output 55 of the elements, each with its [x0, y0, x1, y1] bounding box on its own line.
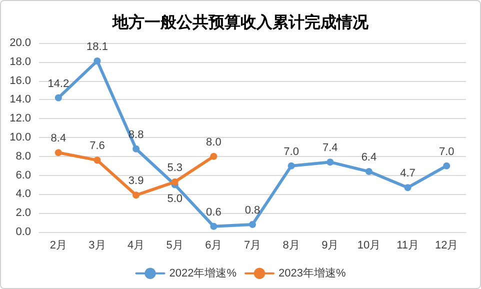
x-tick-label: 11月: [396, 240, 419, 252]
point: [326, 158, 334, 166]
point: [210, 222, 218, 230]
point: [132, 145, 140, 152]
y-tick-label: 12.0: [10, 112, 31, 125]
y-tick-label: 16.0: [10, 74, 31, 87]
data-label: 7.0: [438, 146, 454, 158]
data-label: 5.3: [167, 162, 183, 174]
point: [210, 152, 218, 160]
data-label: 5.0: [167, 192, 183, 205]
point: [94, 57, 101, 64]
y-tick-label: 0.0: [16, 226, 31, 238]
x-tick-label: 4月: [127, 240, 145, 252]
y-tick-label: 14.0: [10, 94, 31, 106]
y-tick-label: 6.0: [16, 169, 31, 182]
chart-title: 地方一般公共预算收入累计完成情况: [112, 12, 370, 32]
data-label: 18.1: [86, 40, 108, 53]
x-tick-label: 10月: [357, 240, 381, 252]
y-tick-label: 18.0: [10, 56, 31, 68]
data-label: 3.9: [128, 175, 144, 188]
x-tick-label: 12月: [434, 240, 458, 252]
y-tick-label: 20.0: [10, 37, 31, 49]
point: [171, 178, 178, 186]
x-tick-label: 3月: [88, 240, 106, 252]
data-label: 7.6: [90, 140, 105, 152]
data-label: 14.2: [48, 78, 70, 90]
data-label: 7.0: [284, 146, 299, 158]
x-tick-label: 5月: [166, 240, 184, 252]
data-label: 0.6: [206, 206, 222, 218]
x-tick-label: 8月: [282, 240, 300, 252]
data-label: 7.4: [322, 142, 338, 154]
legend-label: 2022年增速%: [169, 266, 237, 280]
point: [288, 162, 295, 170]
data-label: 0.8: [244, 204, 260, 216]
point: [404, 184, 412, 192]
data-label: 4.7: [400, 168, 416, 180]
legend-label: 2023年增速%: [278, 266, 346, 280]
y-tick-label: 8.0: [16, 150, 31, 162]
x-tick-label: 7月: [244, 240, 262, 252]
x-tick-label: 9月: [322, 240, 339, 252]
data-label: 8.4: [50, 132, 66, 145]
point: [365, 168, 372, 176]
point: [54, 94, 62, 102]
y-tick-label: 10.0: [10, 132, 31, 144]
point: [54, 149, 62, 156]
point: [443, 162, 450, 170]
point: [94, 156, 101, 164]
x-tick-label: 6月: [205, 240, 222, 252]
y-tick-label: 4.0: [16, 188, 31, 200]
point: [249, 220, 256, 228]
data-label: 8.0: [206, 136, 222, 148]
point: [132, 192, 140, 199]
x-tick-label: 2月: [50, 240, 67, 252]
data-label: 6.4: [361, 152, 377, 164]
y-tick-label: 2.0: [16, 207, 31, 220]
